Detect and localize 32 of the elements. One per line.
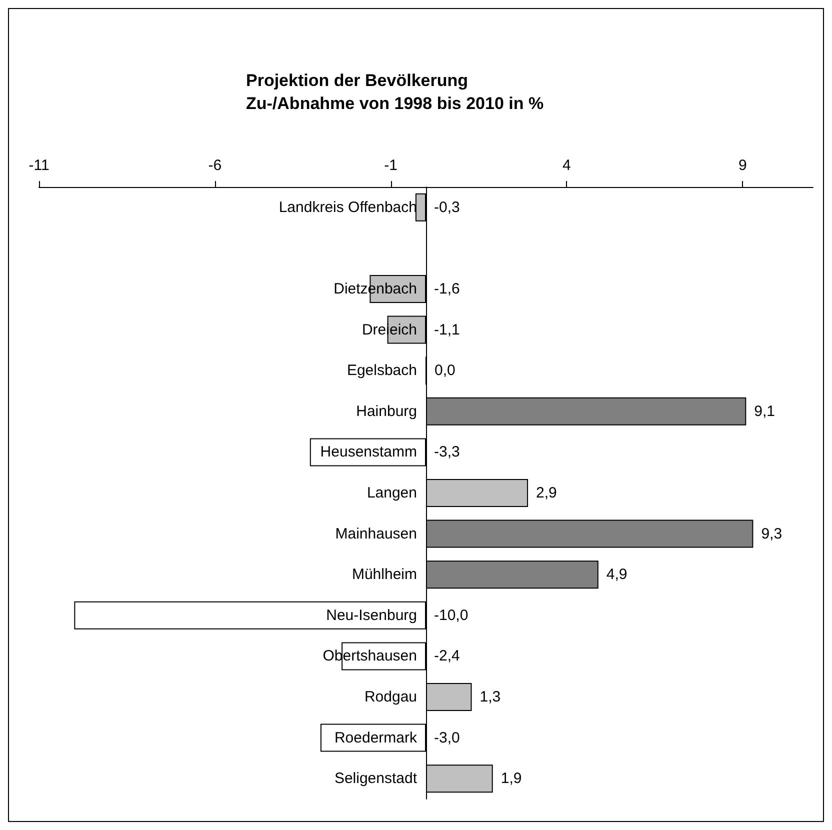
data-label: 4,9 <box>606 566 628 584</box>
data-label: -10,0 <box>434 606 468 624</box>
x-tick-label: 9 <box>738 157 747 174</box>
y-tick-label: Mühlheim <box>352 566 417 584</box>
data-label: -0,3 <box>434 198 460 216</box>
chart-subtitle: Zu-/Abnahme von 1998 bis 2010 in % <box>246 94 544 113</box>
y-tick-label: Rodgau <box>364 688 417 706</box>
y-tick-label: Roedermark <box>334 729 418 746</box>
data-label: -3,3 <box>434 444 460 461</box>
x-tick-label: -6 <box>208 157 222 174</box>
y-tick-label: Landkreis Offenbach <box>278 198 417 216</box>
data-label: -2,4 <box>434 648 460 665</box>
data-label: -1,6 <box>434 280 460 298</box>
chart-title: Projektion der Bevölkerung <box>246 71 468 90</box>
x-tick-label: -1 <box>384 157 398 174</box>
data-label: 1,9 <box>500 770 522 788</box>
y-tick-label: Hainburg <box>356 402 417 420</box>
x-tick-label: -11 <box>28 157 50 174</box>
data-label: 0,0 <box>434 362 456 380</box>
y-tick-label: Egelsbach <box>346 362 417 380</box>
data-label: 9,1 <box>754 402 776 420</box>
data-label: 9,3 <box>761 525 782 542</box>
y-tick-label: Mainhausen <box>335 525 417 542</box>
y-tick-label: Heusenstamm <box>320 444 417 461</box>
data-label: 1,3 <box>480 688 501 706</box>
y-tick-label: Seligenstadt <box>334 770 418 788</box>
y-tick-label: Neu-Isenburg <box>326 606 417 624</box>
data-label: -1,1 <box>434 321 460 338</box>
data-label: 2,9 <box>536 484 557 502</box>
x-tick-label: 4 <box>562 157 571 174</box>
y-tick-label: Langen <box>366 484 417 502</box>
data-label: -3,0 <box>434 729 460 746</box>
